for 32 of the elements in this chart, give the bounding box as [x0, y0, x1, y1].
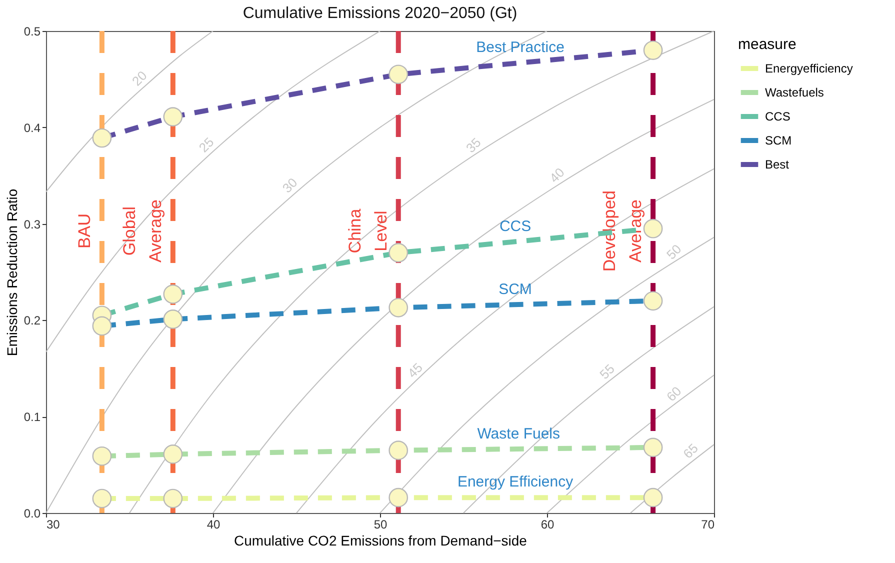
line-series	[46, 30, 214, 192]
x-axis-title: Cumulative CO2 Emissions from Demand−side	[234, 532, 528, 548]
y-tick-label: 0.2	[24, 314, 41, 328]
ref-line-label: Global Average	[120, 199, 165, 263]
ref-line-label: Developed Average	[600, 190, 646, 272]
legend-label: Best	[765, 158, 790, 172]
annotation: Energy Efficiency	[457, 474, 574, 491]
chart-title: Cumulative Emissions 2020−2050 (Gt)	[242, 5, 518, 22]
annotation: SCM	[498, 280, 532, 298]
ref-line-label: BAU	[74, 214, 94, 248]
line-series	[296, 168, 714, 514]
y-tick-label: 0.5	[24, 24, 41, 38]
y-tick-label: 0.0	[24, 506, 41, 520]
legend-label: Wastefuels	[765, 86, 824, 100]
y-tick-label: 0.4	[24, 120, 41, 135]
x-tick-label: 40	[206, 518, 220, 532]
annotation: Best Practice	[476, 38, 564, 56]
x-tick-label: 70	[701, 518, 715, 532]
annotation: CCS	[499, 218, 532, 236]
legend-label: CCS	[765, 110, 790, 124]
annotation: Waste Fuels	[477, 425, 560, 442]
ref-line-label: China Level	[345, 208, 390, 254]
x-tick-label: 30	[46, 518, 60, 532]
x-tick-label: 60	[540, 518, 554, 532]
legend-label: Energyefficiency	[765, 62, 853, 76]
y-tick-label: 0.3	[24, 217, 41, 232]
legend-label: SCM	[765, 134, 792, 148]
legend-title: measure	[738, 36, 796, 53]
line-series	[212, 98, 714, 514]
x-tick-label: 50	[374, 518, 388, 532]
y-axis-title: Emissions Reduction Ratio	[4, 188, 20, 356]
y-tick-label: 0.1	[24, 410, 41, 424]
